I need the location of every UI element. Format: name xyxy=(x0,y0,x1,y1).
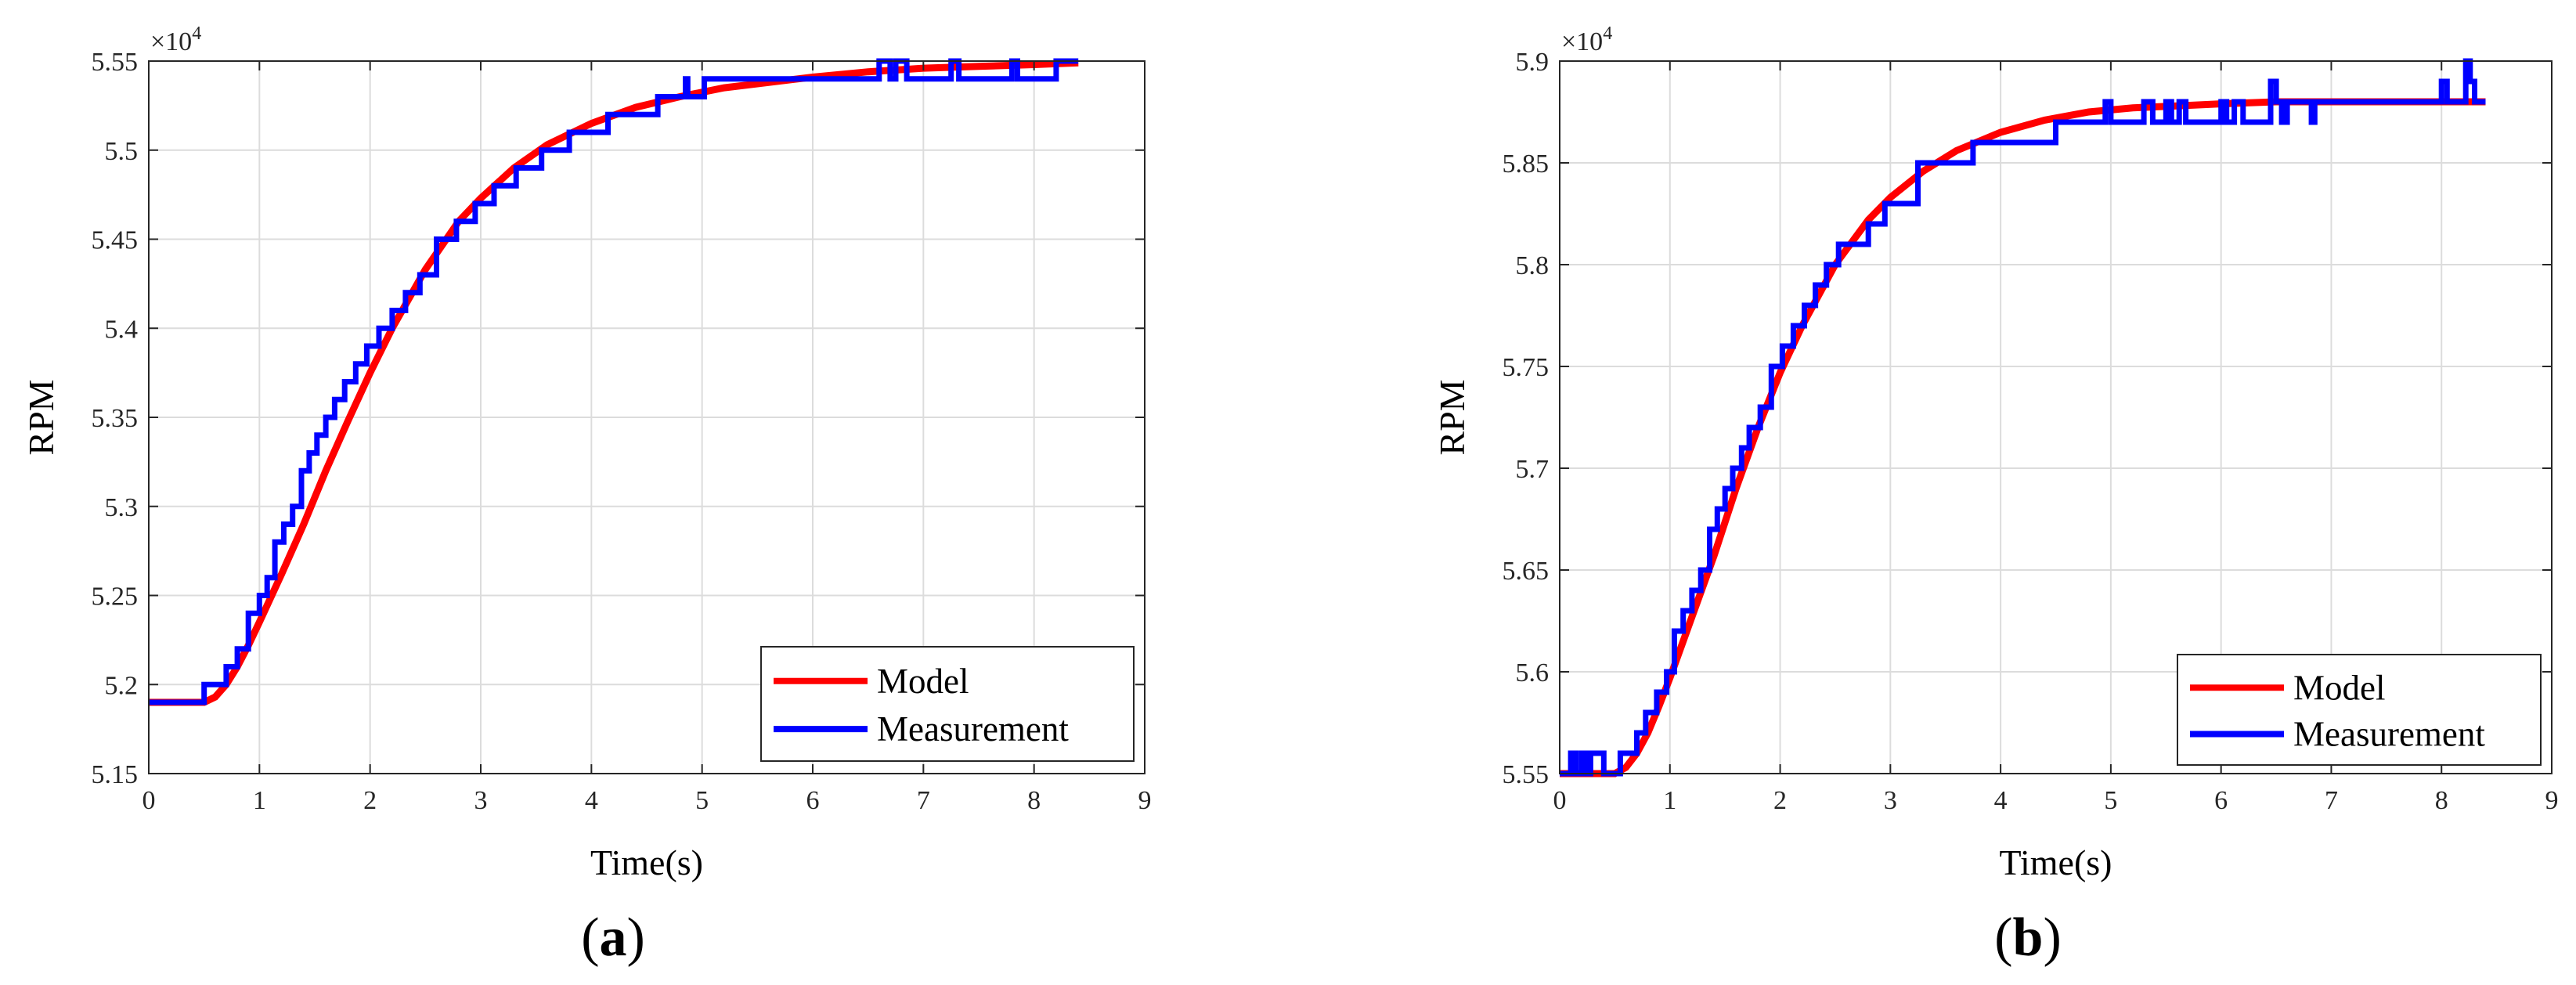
y-tick-label: 5.3 xyxy=(105,493,139,522)
x-tick-label: 4 xyxy=(585,786,598,815)
x-tick-label: 7 xyxy=(2325,786,2338,815)
x-tick-label: 8 xyxy=(2435,786,2448,815)
x-tick-label: 0 xyxy=(1553,786,1567,815)
axes-box xyxy=(1559,60,2553,774)
x-tick-label: 8 xyxy=(1027,786,1041,815)
y-tick-label: 5.55 xyxy=(1503,760,1550,789)
series-line-measurement xyxy=(149,58,1079,705)
legend-label-model: Model xyxy=(2293,668,2386,707)
legend-box xyxy=(760,646,1135,762)
chart-panel-a: 0 1 2 3 4 5 6 7 8 9 5.15 5.2 5.25 5.3 5.35 5.4 5.45 5.5 5.… xyxy=(21,23,1152,968)
x-tick-label: 9 xyxy=(1138,786,1152,815)
y-tick-label: 5.15 xyxy=(92,760,139,789)
x-tick-label: 4 xyxy=(1994,786,2008,815)
y-tick-label: 5.8 xyxy=(1516,251,1550,280)
x-tick-label: 0 xyxy=(143,786,156,815)
x-tick-label: 6 xyxy=(806,786,820,815)
legend-label-measurement: Measurement xyxy=(877,709,1069,749)
y-tick-label: 5.45 xyxy=(92,226,139,255)
y-axis-title: RPM xyxy=(1432,379,1472,455)
series-line-measurement xyxy=(1560,58,2486,777)
y-tick-label: 5.65 xyxy=(1503,557,1550,586)
y-tick-label: 5.75 xyxy=(1503,353,1550,382)
y-tick-label: 5.35 xyxy=(92,404,139,433)
x-axis-title: Time(s) xyxy=(2000,842,2112,882)
x-tick-label: 1 xyxy=(253,786,266,815)
y-tick-label: 5.2 xyxy=(105,671,139,700)
x-tick-label: 2 xyxy=(1773,786,1787,815)
x-tick-label: 9 xyxy=(2545,786,2559,815)
y-exponent-label: ×104 xyxy=(150,23,201,56)
y-tick-label: 5.4 xyxy=(105,315,139,344)
y-tick-label: 5.6 xyxy=(1516,658,1550,687)
y-tick-label: 5.25 xyxy=(92,583,139,612)
panel-letter: a xyxy=(600,907,627,968)
y-exponent-base: ×10 xyxy=(150,27,192,56)
y-tick-label: 5.7 xyxy=(1516,455,1550,484)
y-exponent-power: 4 xyxy=(192,23,201,44)
x-tick-label: 6 xyxy=(2214,786,2228,815)
x-tick-label: 5 xyxy=(2104,786,2117,815)
y-tick-label: 5.9 xyxy=(1516,48,1550,77)
y-exponent-label: ×104 xyxy=(1561,23,1612,56)
legend-box xyxy=(2177,654,2542,766)
x-tick-label: 1 xyxy=(1663,786,1676,815)
legend-label-model: Model xyxy=(877,662,969,701)
legend: Model Measurement xyxy=(2177,654,2542,766)
x-tick-label: 3 xyxy=(1884,786,1897,815)
x-tick-label: 5 xyxy=(695,786,709,815)
y-exponent-base: ×10 xyxy=(1561,27,1603,56)
y-axis-title: RPM xyxy=(21,379,61,455)
panel-label: (b) xyxy=(1994,907,2062,968)
x-axis-title: Time(s) xyxy=(590,842,703,882)
legend-label-measurement: Measurement xyxy=(2293,715,2485,754)
x-tick-label: 2 xyxy=(363,786,377,815)
x-tick-label: 7 xyxy=(917,786,930,815)
y-tick-label: 5.5 xyxy=(105,137,139,166)
y-tick-label: 5.85 xyxy=(1503,150,1550,179)
chart-panel-b: 0 1 2 3 4 5 6 7 8 9 5.55 5.6 5.65 5.7 5.75 5.8 5.85 5.9 ×1… xyxy=(1432,23,2559,968)
panel-label: (a) xyxy=(581,907,645,968)
y-exponent-power: 4 xyxy=(1603,23,1612,44)
x-tick-label: 3 xyxy=(474,786,488,815)
panel-letter: b xyxy=(2013,907,2044,968)
legend: Model Measurement xyxy=(760,646,1135,762)
y-tick-label: 5.55 xyxy=(92,48,139,77)
